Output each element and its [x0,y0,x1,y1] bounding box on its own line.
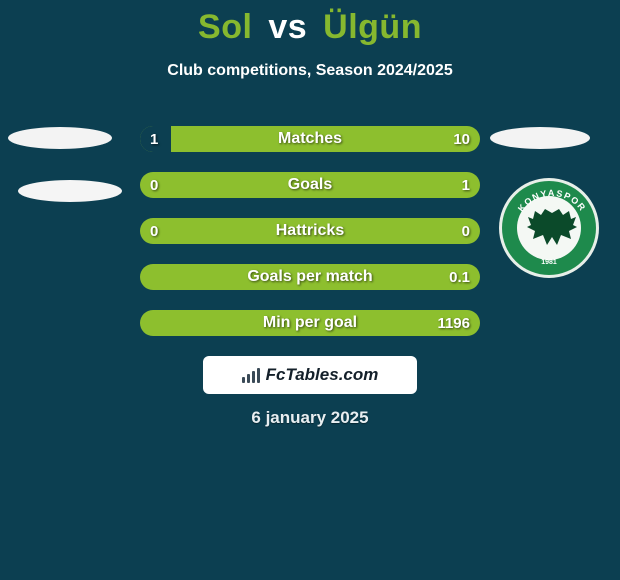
title-vs: vs [268,8,307,46]
stat-label: Goals [140,172,480,198]
crest-year: 1981 [502,259,596,266]
page-title: Sol vs Ülgün [0,8,620,47]
stat-label: Hattricks [140,218,480,244]
club-crest-konyaspor: KONYASPOR 1981 [499,178,599,278]
stat-row: 1196Min per goal [140,310,480,336]
stat-row: 0.1Goals per match [140,264,480,290]
player-right-photo-placeholder [490,127,590,149]
player-left-photo-placeholder-1 [8,127,112,149]
fctables-logo-text: FcTables.com [266,365,379,385]
date-text: 6 january 2025 [0,408,620,428]
bar-chart-icon [242,368,260,383]
stat-label: Goals per match [140,264,480,290]
fctables-logo[interactable]: FcTables.com [203,356,417,394]
subtitle: Club competitions, Season 2024/2025 [0,62,620,80]
eagle-icon [527,209,577,245]
title-player-left: Sol [198,8,252,46]
stat-label: Min per goal [140,310,480,336]
stat-label: Matches [140,126,480,152]
player-left-photo-placeholder-2 [18,180,122,202]
stat-row: 01Goals [140,172,480,198]
title-player-right: Ülgün [323,8,422,46]
stat-row: 110Matches [140,126,480,152]
stat-row: 00Hattricks [140,218,480,244]
